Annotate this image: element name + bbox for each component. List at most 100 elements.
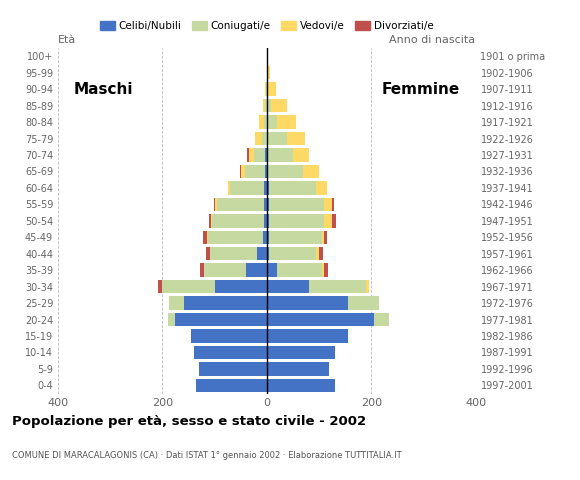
Bar — [287, 132, 305, 145]
Bar — [184, 296, 267, 310]
Legend: Celibi/Nubili, Coniugati/e, Vedovi/e, Divorziati/e: Celibi/Nubili, Coniugati/e, Vedovi/e, Di… — [96, 17, 438, 36]
Bar — [162, 280, 215, 293]
Bar — [267, 296, 347, 310]
Bar — [267, 379, 335, 392]
Bar — [268, 83, 276, 96]
Bar — [248, 148, 249, 162]
Bar — [264, 83, 266, 96]
Bar — [269, 214, 324, 228]
Bar — [169, 296, 184, 310]
Bar — [258, 247, 267, 261]
Bar — [267, 132, 287, 145]
Bar — [212, 214, 264, 228]
Bar — [267, 66, 268, 79]
Bar — [293, 148, 309, 162]
Bar — [158, 280, 162, 293]
Bar — [203, 230, 207, 244]
Bar — [317, 247, 319, 261]
Bar — [332, 214, 336, 228]
Bar — [249, 148, 254, 162]
Bar — [215, 198, 217, 211]
Bar — [267, 362, 329, 376]
Bar — [217, 198, 264, 211]
Text: Femmine: Femmine — [382, 82, 460, 96]
Bar — [263, 99, 265, 112]
Bar — [196, 379, 267, 392]
Bar — [267, 115, 277, 129]
Bar — [319, 247, 323, 261]
Bar — [267, 346, 335, 359]
Bar — [264, 181, 267, 194]
Bar — [245, 165, 265, 178]
Bar — [168, 313, 175, 326]
Bar — [324, 264, 328, 277]
Bar — [265, 165, 267, 178]
Bar — [199, 362, 267, 376]
Bar — [347, 296, 379, 310]
Bar — [267, 83, 268, 96]
Bar — [263, 230, 267, 244]
Bar — [267, 280, 309, 293]
Bar — [277, 264, 321, 277]
Bar — [269, 181, 317, 194]
Bar — [332, 198, 334, 211]
Bar — [191, 329, 267, 343]
Text: Maschi: Maschi — [74, 82, 133, 96]
Bar — [267, 148, 293, 162]
Bar — [267, 329, 347, 343]
Bar — [267, 264, 277, 277]
Bar — [267, 165, 303, 178]
Bar — [267, 198, 269, 211]
Text: COMUNE DI MARACALAGONIS (CA) · Dati ISTAT 1° gennaio 2002 · Elaborazione TUTTITA: COMUNE DI MARACALAGONIS (CA) · Dati ISTA… — [12, 451, 401, 460]
Bar — [264, 115, 267, 129]
Bar — [206, 247, 211, 261]
Bar — [264, 148, 267, 162]
Bar — [324, 198, 332, 211]
Bar — [277, 115, 295, 129]
Bar — [175, 313, 267, 326]
Bar — [227, 181, 230, 194]
Bar — [271, 99, 287, 112]
Bar — [255, 132, 262, 145]
Bar — [211, 214, 212, 228]
Bar — [241, 165, 245, 178]
Text: Popolazione per età, sesso e stato civile - 2002: Popolazione per età, sesso e stato civil… — [12, 415, 366, 428]
Bar — [267, 99, 271, 112]
Bar — [215, 280, 267, 293]
Bar — [264, 214, 267, 228]
Bar — [269, 198, 324, 211]
Bar — [309, 280, 366, 293]
Bar — [303, 165, 319, 178]
Bar — [264, 198, 267, 211]
Bar — [194, 346, 267, 359]
Bar — [208, 230, 263, 244]
Bar — [262, 132, 267, 145]
Bar — [321, 264, 324, 277]
Bar — [324, 214, 332, 228]
Bar — [267, 313, 374, 326]
Bar — [209, 214, 211, 228]
Bar — [268, 66, 270, 79]
Bar — [266, 83, 267, 96]
Bar — [259, 115, 264, 129]
Bar — [267, 181, 269, 194]
Bar — [267, 230, 269, 244]
Bar — [267, 214, 269, 228]
Bar — [254, 148, 264, 162]
Bar — [374, 313, 390, 326]
Text: Età: Età — [58, 35, 76, 45]
Bar — [317, 181, 327, 194]
Bar — [246, 264, 267, 277]
Bar — [213, 198, 215, 211]
Text: Anno di nascita: Anno di nascita — [390, 35, 476, 45]
Bar — [321, 230, 324, 244]
Bar — [366, 280, 369, 293]
Bar — [265, 99, 267, 112]
Bar — [267, 247, 269, 261]
Bar — [324, 230, 327, 244]
Bar — [269, 247, 317, 261]
Bar — [211, 247, 258, 261]
Bar — [200, 264, 204, 277]
Bar — [204, 264, 246, 277]
Bar — [269, 230, 321, 244]
